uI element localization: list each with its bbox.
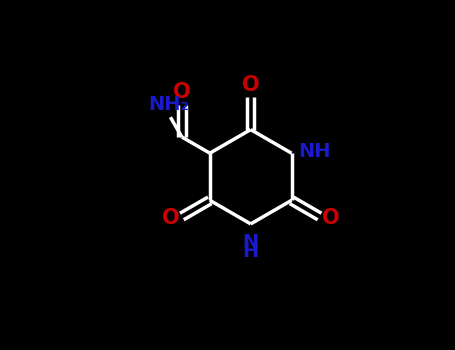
Text: H: H [243,242,259,261]
Text: NH₂: NH₂ [148,96,190,114]
Text: N: N [243,232,259,252]
Text: O: O [242,75,259,94]
Text: NH: NH [298,142,331,161]
Text: O: O [173,82,191,102]
Text: O: O [162,208,179,228]
Text: O: O [322,208,340,228]
